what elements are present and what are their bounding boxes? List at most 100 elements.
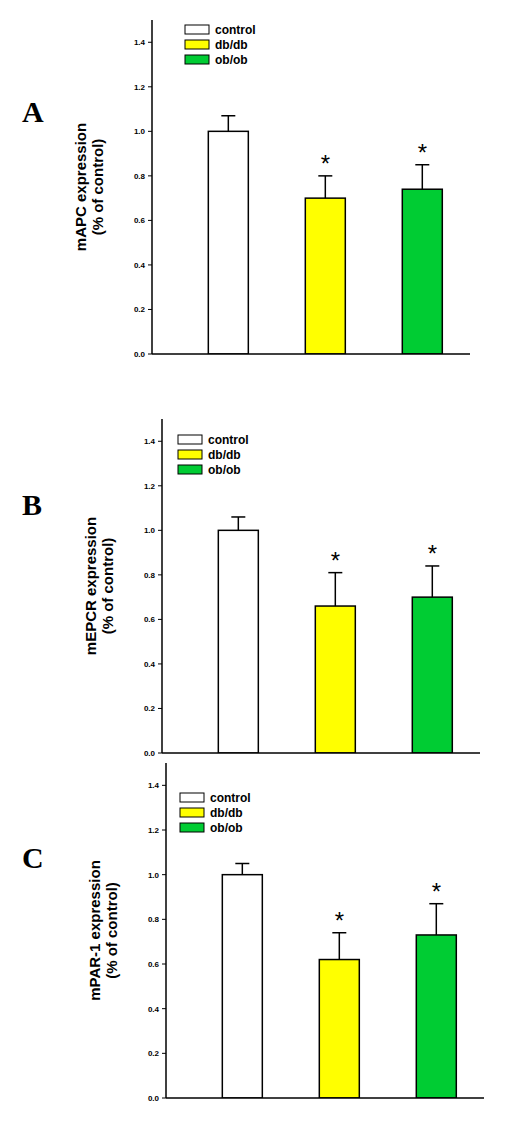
panel-label: C — [22, 841, 44, 874]
tick — [158, 663, 162, 664]
legend-label: ob/ob — [208, 463, 241, 477]
significance: * — [321, 150, 330, 177]
legend-swatch — [178, 435, 202, 444]
tick-label: 0.4 — [134, 261, 146, 270]
tick-label: 1.4 — [134, 38, 146, 47]
error-line — [325, 176, 327, 198]
tick-label: 0.8 — [148, 915, 160, 924]
tick-label: 0.6 — [148, 960, 160, 969]
legend-label: control — [208, 433, 249, 447]
error-bar — [235, 864, 249, 875]
error-bar — [221, 116, 235, 132]
tick — [158, 441, 162, 442]
error-line — [432, 566, 434, 597]
tick-label: 0.8 — [144, 571, 156, 580]
tick-label: 1.4 — [148, 781, 160, 790]
legend-label: ob/ob — [215, 53, 248, 67]
tick — [148, 131, 152, 132]
tick-label: 0.2 — [134, 305, 146, 314]
legend: controldb/dbob/ob — [178, 433, 249, 477]
legend-swatch — [185, 55, 209, 64]
y-axis — [161, 419, 163, 753]
tick-label: 0.2 — [144, 704, 156, 713]
tick — [162, 874, 166, 875]
axis-label: (% of control) — [89, 139, 106, 236]
bar — [402, 189, 442, 354]
error-bar — [318, 176, 332, 198]
legend-swatch — [185, 40, 209, 49]
axis-label: mEPCR expression — [82, 517, 99, 655]
tick — [148, 220, 152, 221]
figure: AmAPC expression(% of control)**0.00.20.… — [0, 0, 515, 1127]
legend-swatch — [185, 25, 209, 34]
legend-swatch — [178, 465, 202, 474]
legend-swatch — [178, 450, 202, 459]
x-axis — [166, 1097, 484, 1099]
legend: controldb/dbob/ob — [185, 23, 256, 67]
tick-label: 0.0 — [144, 749, 156, 758]
tick — [158, 619, 162, 620]
tick — [158, 530, 162, 531]
error-cap — [235, 863, 249, 865]
tick-label: 1.2 — [134, 83, 146, 92]
significance: * — [331, 547, 340, 574]
tick — [162, 785, 166, 786]
legend-label: control — [215, 23, 256, 37]
legend-label: ob/ob — [210, 821, 243, 835]
error-bar — [429, 904, 443, 935]
tick-label: 1.4 — [144, 437, 156, 446]
tick — [148, 309, 152, 310]
bars — [222, 864, 456, 1099]
tick — [148, 175, 152, 176]
tick-label: 0.4 — [144, 660, 156, 669]
error-bar — [328, 573, 342, 606]
bar — [218, 530, 258, 753]
panel: BmEPCR expression(% of control)**0.00.20… — [22, 419, 480, 758]
x-axis — [152, 353, 470, 355]
error-line — [339, 933, 341, 960]
bar — [222, 875, 262, 1098]
tick-label: 0.2 — [148, 1049, 160, 1058]
axis-label: (% of control) — [99, 538, 116, 635]
tick — [162, 1053, 166, 1054]
tick-label: 0.6 — [144, 615, 156, 624]
bar — [412, 597, 452, 753]
legend-label: db/db — [215, 38, 248, 52]
tick — [158, 485, 162, 486]
tick-label: 1.0 — [134, 127, 146, 136]
tick-label: 1.0 — [144, 526, 156, 535]
significance: * — [432, 878, 441, 905]
tick — [162, 1008, 166, 1009]
y-axis — [151, 20, 153, 354]
error-bar — [415, 165, 429, 189]
error-bar — [425, 566, 439, 597]
error-cap — [231, 516, 245, 518]
tick — [158, 574, 162, 575]
bar — [319, 960, 359, 1098]
tick-label: 0.6 — [134, 216, 146, 225]
significance: * — [428, 540, 437, 567]
tick-label: 0.4 — [148, 1005, 160, 1014]
error-line — [242, 864, 244, 875]
tick — [158, 753, 162, 754]
legend-label: db/db — [208, 448, 241, 462]
legend-label: db/db — [210, 806, 243, 820]
tick-label: 1.2 — [144, 482, 156, 491]
tick — [162, 919, 166, 920]
tick-label: 1.2 — [148, 826, 160, 835]
tick — [158, 708, 162, 709]
bars — [208, 116, 442, 354]
panel: CmPAR-1 expression(% of control)**0.00.2… — [22, 763, 484, 1103]
bar — [416, 935, 456, 1098]
bar — [315, 606, 355, 753]
panel: AmAPC expression(% of control)**0.00.20.… — [22, 20, 470, 359]
tick-label: 0.8 — [134, 172, 146, 181]
tick — [162, 830, 166, 831]
tick-label: 1.0 — [148, 871, 160, 880]
tick — [148, 354, 152, 355]
tick — [148, 86, 152, 87]
error-line — [238, 517, 240, 530]
bars — [218, 517, 452, 753]
significance: * — [335, 907, 344, 934]
significance: * — [418, 139, 427, 166]
